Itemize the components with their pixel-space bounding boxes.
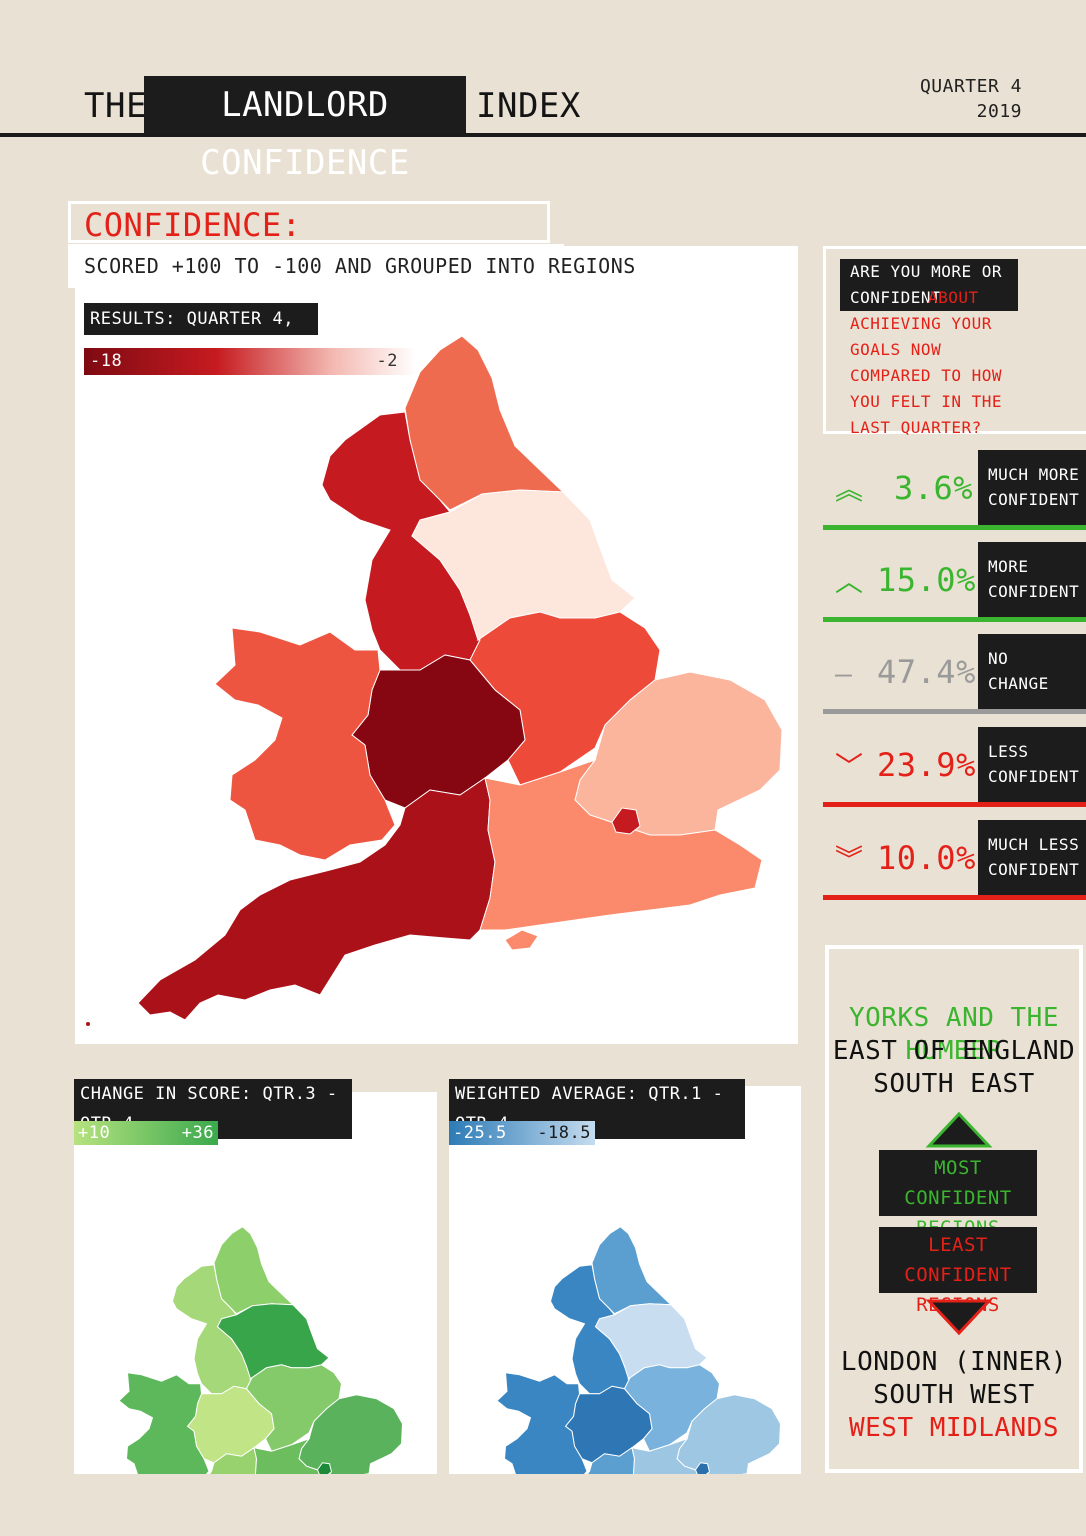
stat-label-line: NO bbox=[988, 649, 1009, 668]
region-north-east[interactable] bbox=[213, 1226, 295, 1315]
title-index: INDEX bbox=[476, 86, 581, 126]
question-highlight: CONFIDENT bbox=[840, 285, 946, 311]
scale-low: -18 bbox=[90, 351, 123, 371]
change-map bbox=[111, 1226, 404, 1536]
main-map-panel bbox=[75, 246, 798, 1044]
title-highlight: LANDLORD CONFIDENCE bbox=[144, 76, 466, 183]
chevron-up-icon: ︿ bbox=[835, 565, 864, 598]
region-north-east[interactable] bbox=[404, 335, 565, 511]
scale-high: +36 bbox=[181, 1123, 214, 1143]
stat-bar bbox=[823, 802, 1086, 807]
stat-less: ﹀ 23.9% LESS CONFIDENT bbox=[823, 727, 1086, 807]
quarter-label: QUARTER 4 2019 bbox=[920, 74, 1022, 124]
stat-bar bbox=[823, 617, 1086, 622]
question-rest: ACHIEVING YOUR GOALS NOW COMPARED TO HOW… bbox=[850, 314, 1002, 437]
stat-label-line: CONFIDENT bbox=[988, 582, 1080, 601]
least-confident-label: LEAST CONFIDENT REGIONS bbox=[879, 1227, 1037, 1316]
stat-value: 10.0% bbox=[877, 839, 976, 877]
stat-bar bbox=[823, 709, 1086, 714]
isle-of-wight bbox=[504, 929, 539, 951]
stat-bar bbox=[823, 895, 1086, 900]
stat-much-less: ︾ 10.0% MUCH LESS CONFIDENT bbox=[823, 820, 1086, 900]
stat-label: MUCH MORE CONFIDENT bbox=[978, 450, 1086, 525]
blue-color-scale: -25.5 -18.5 bbox=[449, 1121, 595, 1145]
confidence-subtitle-box bbox=[68, 244, 564, 288]
quarter-line: QUARTER 4 bbox=[919, 76, 1022, 97]
stat-value: 3.6% bbox=[893, 469, 973, 507]
region-wales[interactable] bbox=[496, 1372, 588, 1490]
title-the: THE bbox=[84, 86, 147, 126]
stat-label-line: MUCH MORE bbox=[988, 465, 1080, 484]
stat-label-line: MORE bbox=[988, 557, 1029, 576]
change-map-panel bbox=[74, 1092, 437, 1536]
ranking-box bbox=[825, 945, 1083, 1473]
stat-label-line: CONFIDENT bbox=[988, 490, 1080, 509]
isles-of-scilly bbox=[86, 1022, 90, 1026]
stat-label-line: CONFIDENT bbox=[988, 767, 1080, 786]
scale-high: -18.5 bbox=[537, 1123, 591, 1143]
green-color-scale: +10 +36 bbox=[74, 1121, 218, 1145]
stat-more: ︿ 15.0% MORE CONFIDENT bbox=[823, 542, 1086, 622]
stat-label: MUCH LESS CONFIDENT bbox=[978, 820, 1086, 895]
england-wales-map bbox=[86, 335, 783, 1026]
stat-value: 47.4% bbox=[877, 653, 976, 691]
double-chevron-up-icon: ︽ bbox=[835, 473, 864, 506]
stat-label-line: CHANGE bbox=[988, 674, 1049, 693]
confidence-title: CONFIDENCE: bbox=[84, 206, 302, 244]
region-yorkshire[interactable] bbox=[216, 1303, 330, 1380]
most-confident-label: MOST CONFIDENT REGIONS bbox=[879, 1150, 1037, 1239]
question-line-2: ABOUT bbox=[928, 288, 979, 307]
least-confident-region-2: SOUTH WEST bbox=[873, 1380, 1035, 1410]
stat-no-change: — 47.4% NO CHANGE bbox=[823, 634, 1086, 714]
scale-low: -25.5 bbox=[453, 1123, 507, 1143]
double-chevron-down-icon: ︾ bbox=[835, 843, 864, 876]
dash-icon: — bbox=[835, 657, 853, 690]
results-label: RESULTS: QUARTER 4, 2019 bbox=[84, 303, 318, 361]
region-yorkshire[interactable] bbox=[411, 489, 636, 641]
region-london[interactable] bbox=[611, 807, 641, 835]
most-confident-region-1: YORKS AND THE HUMBER bbox=[849, 1003, 1059, 1066]
stat-label: LESS CONFIDENT bbox=[978, 727, 1086, 802]
stat-bar bbox=[823, 525, 1086, 530]
stat-label: MORE CONFIDENT bbox=[978, 542, 1086, 617]
chevron-down-icon: ﹀ bbox=[835, 750, 864, 783]
triangle-down-icon bbox=[925, 1299, 993, 1336]
stat-much-more: ︽ 3.6% MUCH MORE CONFIDENT bbox=[823, 450, 1086, 530]
scale-low: +10 bbox=[78, 1123, 111, 1143]
stat-label: NO CHANGE bbox=[978, 634, 1086, 709]
red-color-scale: -18 -2 bbox=[84, 348, 416, 375]
region-north-east[interactable] bbox=[591, 1226, 673, 1315]
region-yorkshire[interactable] bbox=[594, 1303, 708, 1380]
year-line: 2019 bbox=[976, 101, 1022, 122]
header-rule bbox=[0, 133, 1086, 137]
region-wales[interactable] bbox=[118, 1372, 210, 1490]
stat-label-line: MUCH LESS bbox=[988, 835, 1080, 854]
confidence-subtitle: SCORED +100 TO -100 AND GROUPED INTO REG… bbox=[84, 254, 636, 278]
confidence-title-box bbox=[68, 201, 550, 243]
least-confident-region-3: WEST MIDLANDS bbox=[849, 1413, 1059, 1443]
most-confident-region-2: EAST OF ENGLAND bbox=[832, 1036, 1076, 1066]
stat-label-line: LESS bbox=[988, 742, 1029, 761]
region-wales[interactable] bbox=[214, 627, 396, 861]
scale-high: -2 bbox=[376, 351, 398, 371]
triangle-up-icon bbox=[925, 1111, 993, 1148]
stat-value: 15.0% bbox=[877, 561, 976, 599]
stat-value: 23.9% bbox=[877, 746, 976, 784]
least-confident-region-1: LONDON (INNER) bbox=[840, 1347, 1068, 1377]
most-confident-region-3: SOUTH EAST bbox=[873, 1069, 1035, 1099]
question-box bbox=[823, 246, 1086, 434]
stat-label-line: CONFIDENT bbox=[988, 860, 1080, 879]
region-south-east[interactable] bbox=[479, 759, 763, 931]
